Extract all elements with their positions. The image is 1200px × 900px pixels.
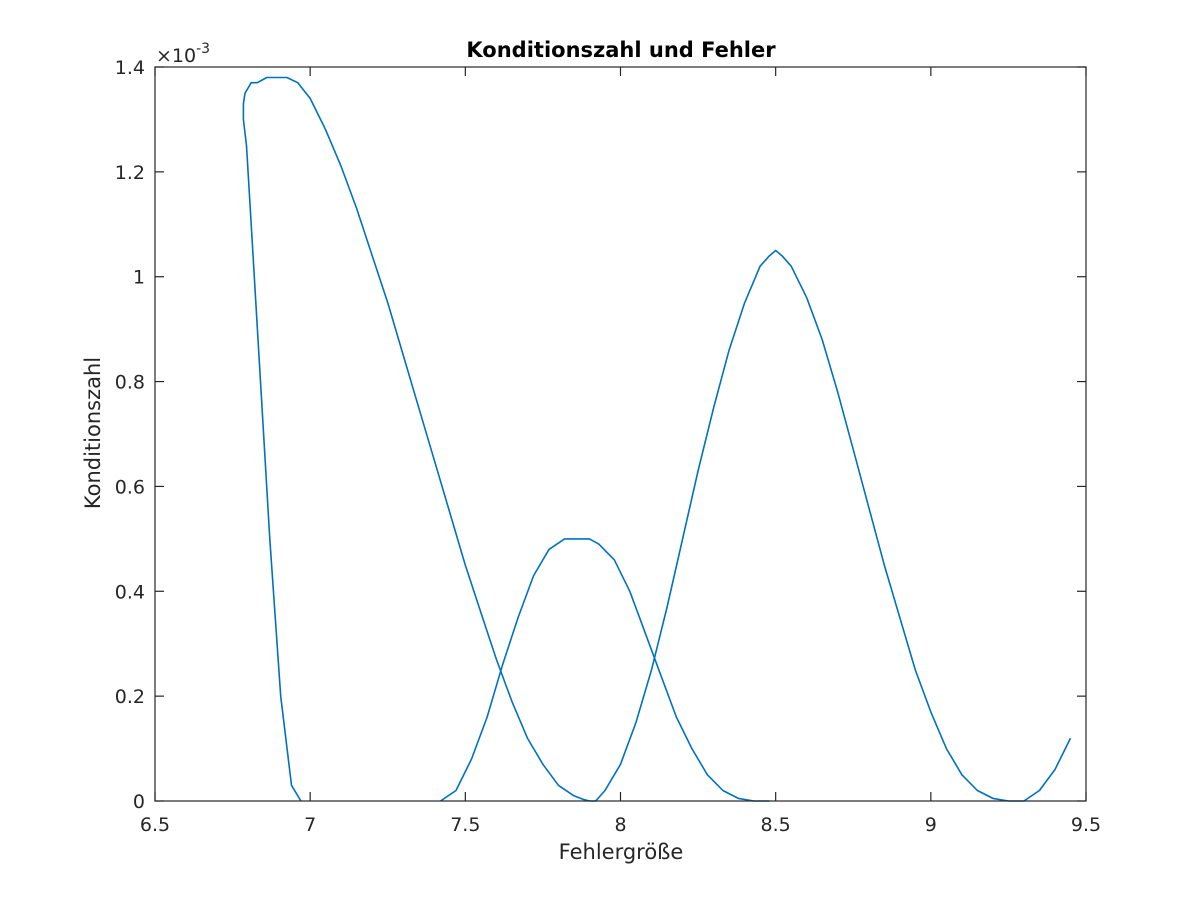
y-exponent-label: ×10-3 xyxy=(156,41,210,67)
axes-box xyxy=(154,66,1087,802)
y-tick-label: 0.2 xyxy=(115,686,145,708)
x-tick-label: 8.5 xyxy=(761,814,791,836)
y-axis-title: Konditionszahl xyxy=(81,357,105,509)
x-tick-label: 6.5 xyxy=(140,814,170,836)
y-tick-label: 0.4 xyxy=(115,581,145,603)
y-tick-label: 1.2 xyxy=(115,162,145,184)
y-tick-label: 0 xyxy=(133,791,145,813)
plot-area xyxy=(242,76,1072,802)
chart-title: Konditionszahl und Fehler xyxy=(466,38,776,62)
x-tick-label: 9.5 xyxy=(1071,814,1101,836)
y-tick-label: 1 xyxy=(133,267,145,289)
y-exponent-base: ×10 xyxy=(156,45,196,67)
x-tick-label: 7 xyxy=(304,814,316,836)
x-tick-label: 7.5 xyxy=(450,814,480,836)
y-tick-label: 1.4 xyxy=(115,57,145,79)
y-tick-label: 0.6 xyxy=(115,476,145,498)
y-tick-label: 0.8 xyxy=(115,372,145,394)
x-tick-label: 8 xyxy=(614,814,626,836)
y-exponent-power: -3 xyxy=(196,41,210,57)
axes: 6.5 7 7.5 8 8.5 9 9.5 0 0.2 0.4 0.6 0.8 1 1.2 1.4 xyxy=(115,57,1101,836)
series-line-2 xyxy=(440,538,770,802)
x-tick-label: 9 xyxy=(925,814,937,836)
x-axis-title: Fehlergröße xyxy=(559,840,684,864)
series-line-1 xyxy=(242,76,1072,802)
